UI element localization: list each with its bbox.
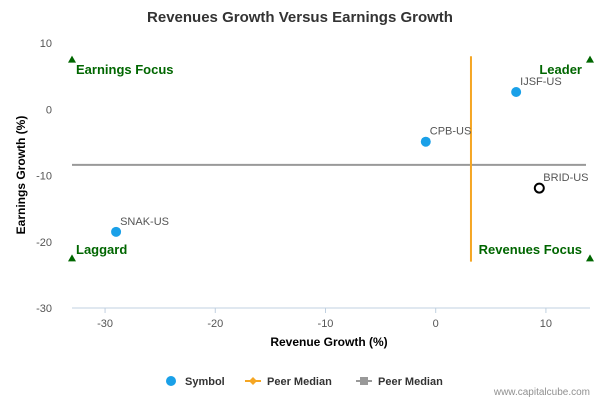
- y-tick-label: 0: [46, 104, 52, 116]
- quadrant-markers: [68, 55, 594, 262]
- x-axis-title: Revenue Growth (%): [270, 335, 387, 349]
- legend-square-icon: [360, 377, 368, 385]
- quadrant-triangle-icon: [68, 254, 76, 262]
- data-point: [511, 87, 522, 98]
- data-point-label: SNAK-US: [120, 216, 169, 228]
- y-tick-label: -20: [36, 237, 52, 249]
- legend-symbol-icon: [166, 376, 176, 386]
- data-point: [111, 226, 122, 237]
- peer-median-lines: [72, 56, 586, 262]
- legend-label: Symbol: [185, 376, 225, 388]
- legend: Symbol Peer Median Peer Median: [166, 376, 443, 388]
- data-points: SNAK-US CPB-US IJSF-US BRID-US: [111, 76, 589, 237]
- data-point: [420, 136, 431, 147]
- y-tick-label: -10: [36, 171, 52, 183]
- x-ticks: -30 -20 -10 0 10: [97, 308, 552, 330]
- legend-label: Peer Median: [378, 376, 443, 388]
- data-point: [533, 182, 545, 194]
- data-point-label: BRID-US: [543, 172, 588, 184]
- quadrant-triangle-icon: [586, 254, 594, 262]
- credit-text: www.capitalcube.com: [493, 387, 590, 398]
- chart-title: Revenues Growth Versus Earnings Growth: [147, 9, 453, 26]
- y-tick-label: -30: [36, 303, 52, 315]
- quadrant-label: Leader: [539, 62, 582, 77]
- data-point-label: CPB-US: [430, 126, 472, 138]
- quadrant-triangle-icon: [586, 55, 594, 63]
- x-tick-label: -30: [97, 318, 113, 330]
- quadrant-labels: Earnings Focus Leader Laggard Revenues Focu…: [76, 62, 582, 257]
- y-ticks: 10 0 -10 -20 -30: [36, 38, 52, 315]
- y-axis-title: Earnings Growth (%): [14, 116, 28, 235]
- quadrant-label: Laggard: [76, 242, 127, 257]
- x-tick-label: -20: [207, 318, 223, 330]
- legend-diamond-icon: [249, 377, 257, 385]
- x-tick-label: 10: [540, 318, 552, 330]
- data-point-label: IJSF-US: [520, 76, 562, 88]
- x-tick-label: -10: [318, 318, 334, 330]
- quadrant-triangle-icon: [68, 55, 76, 63]
- x-tick-label: 0: [433, 318, 439, 330]
- quadrant-label: Revenues Focus: [479, 242, 582, 257]
- legend-label: Peer Median: [267, 376, 332, 388]
- quadrant-label: Earnings Focus: [76, 62, 174, 77]
- y-tick-label: 10: [40, 38, 52, 50]
